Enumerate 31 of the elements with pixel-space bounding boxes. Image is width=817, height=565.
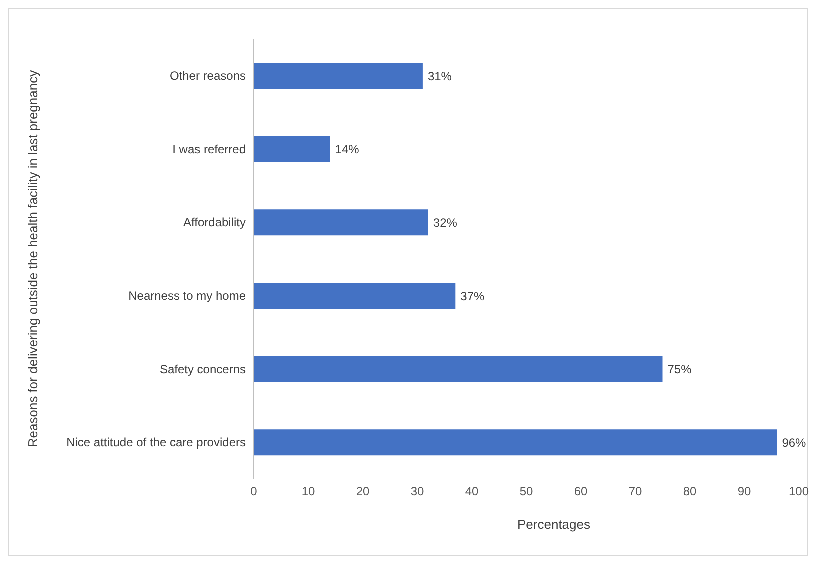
x-tick-label: 30 <box>410 484 424 499</box>
x-tick-label: 90 <box>738 484 752 499</box>
y-axis-title: Reasons for delivering outside the health facility in last pregnancy <box>26 70 41 448</box>
x-tick-label: 50 <box>520 484 534 499</box>
x-tick-label: 70 <box>628 484 642 499</box>
x-axis-title: Percentages <box>516 517 592 532</box>
bar <box>254 210 428 236</box>
data-label: 96% <box>782 436 807 450</box>
x-tick-label: 0 <box>250 484 258 499</box>
y-tick-label: Nearness to my home <box>128 288 246 303</box>
data-label: 75% <box>668 362 692 377</box>
bar <box>254 430 778 456</box>
y-tick-label: Nice attitude of the care providers <box>66 436 246 450</box>
y-tick-label: I was referred <box>172 142 246 156</box>
y-tick-label: Safety concerns <box>160 362 246 376</box>
x-tick-label: 40 <box>465 484 479 499</box>
x-tick-label: 20 <box>356 484 370 499</box>
x-tick-label: 10 <box>302 484 316 499</box>
x-tick-label: 80 <box>683 484 697 499</box>
x-tick-label: 60 <box>574 484 588 499</box>
x-tick-label: 100 <box>788 484 810 499</box>
y-tick-label: Other reasons <box>170 68 246 83</box>
y-tick-label: Affordability <box>184 216 246 230</box>
data-label: 37% <box>460 289 485 304</box>
bar <box>254 356 663 382</box>
data-label: 32% <box>433 216 458 230</box>
bar <box>254 63 423 89</box>
data-label: 14% <box>335 142 360 157</box>
bar <box>254 283 456 309</box>
bar <box>254 136 330 162</box>
data-label: 31% <box>428 69 452 84</box>
